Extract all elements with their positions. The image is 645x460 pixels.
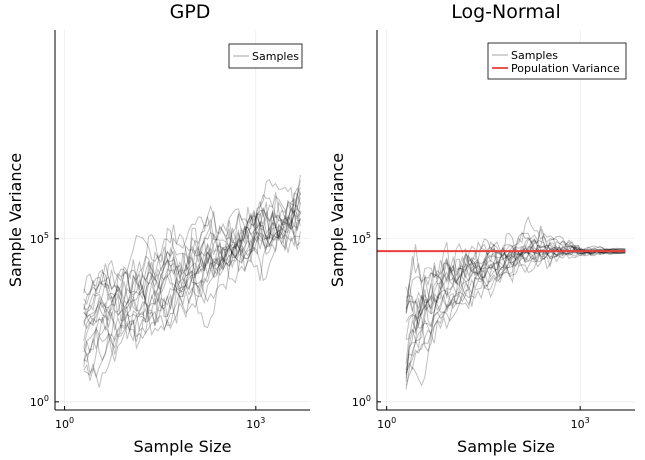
panel-2: 100 103 100 105 Log-Normal Sample Size Sample …: [328, 1, 635, 456]
sample-series-line: [83, 219, 301, 337]
sample-series-line: [83, 192, 301, 356]
chart-title: Log-Normal: [451, 1, 561, 23]
legend-label: Samples: [511, 49, 558, 62]
sample-series-line: [405, 231, 626, 323]
legend-label: Samples: [252, 50, 299, 63]
sample-series-line: [83, 174, 301, 324]
sample-series-line: [83, 226, 301, 388]
sample-series-line: [405, 225, 626, 340]
sample-series-line: [405, 240, 626, 322]
x-tick-label: 103: [246, 416, 265, 431]
sample-series-line: [83, 207, 301, 363]
y-tick-label: 100: [30, 394, 49, 409]
y-tick-label: 100: [352, 394, 371, 409]
sample-series-line: [83, 201, 301, 342]
sample-series-line: [405, 247, 626, 371]
sample-series-line: [83, 197, 301, 367]
sample-series-line: [405, 232, 626, 390]
sample-series-line: [83, 203, 301, 312]
x-tick-label: 100: [55, 416, 74, 431]
legend-box: [228, 43, 303, 69]
sample-series-line: [83, 178, 301, 349]
sample-series-line: [405, 234, 626, 364]
x-tick-label: 103: [571, 416, 590, 431]
x-axis-label: Sample Size: [134, 437, 232, 456]
y-axis-label: Sample Variance: [6, 153, 25, 287]
sample-series-line: [405, 238, 626, 313]
panel-1: 100 103 100 105 GPD Sample Size Sample Varianc…: [6, 1, 310, 456]
sample-series-line: [405, 215, 626, 315]
x-axis-label: Sample Size: [457, 437, 555, 456]
chart-title: GPD: [170, 1, 211, 23]
sample-series-line: [83, 193, 301, 379]
sample-series-line: [83, 209, 301, 302]
sample-series-line: [83, 200, 301, 325]
sample-series-line: [405, 243, 626, 374]
y-tick-label: 105: [352, 231, 371, 246]
sample-series-line: [83, 192, 301, 381]
y-tick-label: 105: [30, 231, 49, 246]
y-axis-label: Sample Variance: [328, 153, 347, 287]
sample-series-line: [83, 215, 301, 353]
sample-series-line: [405, 237, 626, 313]
sample-series-line: [83, 180, 301, 317]
x-tick-label: 100: [377, 416, 396, 431]
sample-series-line: [83, 186, 301, 313]
legend-label: Population Variance: [511, 62, 620, 75]
sample-series-line: [83, 200, 301, 294]
sample-series-line: [405, 245, 626, 379]
sample-series-line: [405, 241, 626, 327]
sample-series-line: [83, 193, 301, 331]
legend: Samples: [228, 43, 303, 69]
sample-series-line: [405, 232, 626, 303]
legend-box: [487, 42, 627, 80]
sample-series-line: [405, 244, 626, 340]
sample-series-line: [83, 187, 301, 306]
sample-series-line: [405, 238, 626, 315]
sample-series-line: [83, 212, 301, 327]
